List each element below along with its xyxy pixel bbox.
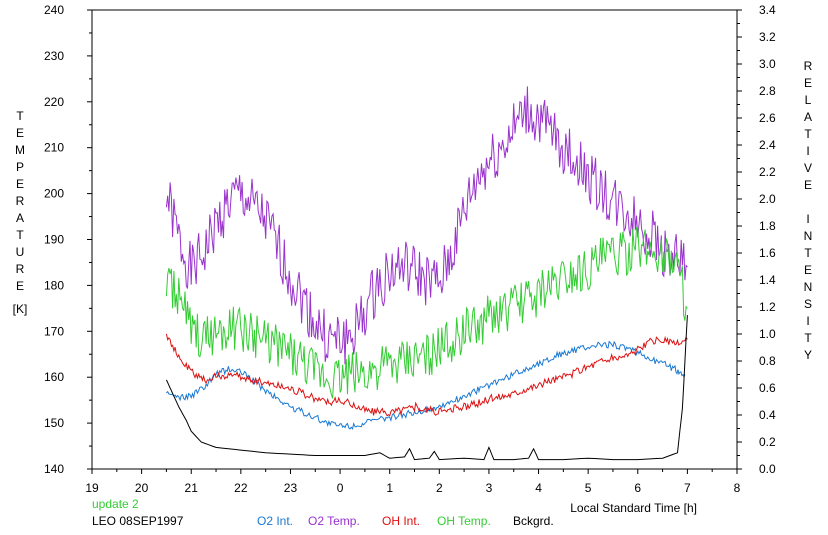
y-right-tick-label: 1.8 xyxy=(759,219,776,233)
y-left-axis-letter: E xyxy=(16,126,24,140)
y-left-tick-label: 180 xyxy=(44,278,64,292)
y-left-tick-label: 190 xyxy=(44,233,64,247)
y-left-tick-label: 240 xyxy=(44,3,64,17)
series-line-o2-temp xyxy=(165,86,688,365)
x-tick-label: 5 xyxy=(585,481,592,495)
y-left-tick-label: 220 xyxy=(44,95,64,109)
y-right-tick-label: 2.0 xyxy=(759,192,776,206)
y-right-axis-letter: N xyxy=(804,280,813,294)
y-right-tick-label: 0.6 xyxy=(759,381,776,395)
x-tick-label: 3 xyxy=(486,481,493,495)
y-left-axis-letter: E xyxy=(16,177,24,191)
legend-o2-int: O2 Int. xyxy=(257,514,294,528)
series-line-oh-temp xyxy=(165,226,688,399)
y-left-tick-label: 170 xyxy=(44,324,64,338)
y-right-tick-label: 1.4 xyxy=(759,273,776,287)
y-left-axis-letter: T xyxy=(16,228,24,242)
y-right-tick-label: 3.2 xyxy=(759,30,776,44)
y-right-axis-letter: E xyxy=(804,263,812,277)
y-right-axis-letter: E xyxy=(804,76,812,90)
y-right-axis-letter: T xyxy=(804,127,812,141)
y-right-tick-label: 0.8 xyxy=(759,354,776,368)
x-tick-label: 6 xyxy=(634,481,641,495)
x-tick-label: 8 xyxy=(734,481,741,495)
legend-o2-temp: O2 Temp. xyxy=(308,514,360,528)
x-tick-label: 2 xyxy=(436,481,443,495)
y-right-axis-letter: L xyxy=(805,93,812,107)
y-right-tick-label: 2.2 xyxy=(759,165,776,179)
y-right-axis-letter: I xyxy=(806,314,809,328)
update-label: update 2 xyxy=(92,497,139,511)
y-left-axis-letter: P xyxy=(16,160,24,174)
y-right-axis-letter: R xyxy=(804,59,813,73)
legend-oh-int: OH Int. xyxy=(382,514,421,528)
y-left-tick-label: 200 xyxy=(44,187,64,201)
y-left-axis-letter: U xyxy=(16,245,25,259)
station-label: LEO 08SEP1997 xyxy=(92,514,184,528)
y-right-axis-letter: V xyxy=(804,161,812,175)
x-axis-label: Local Standard Time [h] xyxy=(570,501,697,515)
y-left-axis-letter: E xyxy=(16,279,24,293)
y-left-tick-label: 150 xyxy=(44,416,64,430)
x-tick-label: 19 xyxy=(85,481,99,495)
x-tick-label: 22 xyxy=(234,481,248,495)
legend-oh-temp: OH Temp. xyxy=(437,514,491,528)
x-tick-label: 7 xyxy=(684,481,691,495)
x-tick-label: 20 xyxy=(135,481,149,495)
x-tick-label: 21 xyxy=(185,481,199,495)
y-right-axis-letter: E xyxy=(804,178,812,192)
legend-bckgrd: Bckgrd. xyxy=(513,514,554,528)
y-right-axis-letter: I xyxy=(806,144,809,158)
y-right-axis-letter: T xyxy=(804,246,812,260)
y-right-axis-letter: A xyxy=(804,110,812,124)
series-layer xyxy=(165,86,688,461)
y-left-axis-letter: A xyxy=(16,211,24,225)
series-line-oh-int xyxy=(165,333,688,417)
y-right-tick-label: 1.6 xyxy=(759,246,776,260)
y-left-axis-letter: R xyxy=(16,194,25,208)
y-left-tick-label: 140 xyxy=(44,462,64,476)
y-left-tick-label: 160 xyxy=(44,370,64,384)
plot-frame xyxy=(91,9,738,470)
y-right-axis-letter: T xyxy=(804,331,812,345)
y-left-tick-label: 230 xyxy=(44,49,64,63)
x-tick-label: 0 xyxy=(337,481,344,495)
y-right-tick-label: 2.8 xyxy=(759,84,776,98)
y-right-axis-letter: Y xyxy=(804,348,812,362)
y-right-tick-label: 1.0 xyxy=(759,327,776,341)
y-left-tick-label: 210 xyxy=(44,141,64,155)
y-left-axis-unit: [K] xyxy=(13,302,28,316)
y-right-tick-label: 0.0 xyxy=(759,462,776,476)
y-right-tick-label: 2.6 xyxy=(759,111,776,125)
x-tick-label: 4 xyxy=(535,481,542,495)
y-right-tick-label: 0.2 xyxy=(759,435,776,449)
y-left-axis-letter: R xyxy=(16,262,25,276)
x-tick-label: 23 xyxy=(284,481,298,495)
y-right-tick-label: 2.4 xyxy=(759,138,776,152)
y-left-axis-letter: T xyxy=(16,109,24,123)
y-right-axis-letter: I xyxy=(806,212,809,226)
ticks-layer: 19 20 21 22 23 0 1 2 3 4 5 6 7 8140150160170180190200… xyxy=(44,3,776,495)
x-tick-label: 1 xyxy=(386,481,393,495)
series-line-bckgrd xyxy=(165,315,688,461)
y-right-tick-label: 3.4 xyxy=(759,3,776,17)
y-right-tick-label: 3.0 xyxy=(759,57,776,71)
y-right-tick-label: 1.2 xyxy=(759,300,776,314)
y-left-axis-letter: M xyxy=(15,143,25,157)
series-line-o2-int xyxy=(166,340,686,431)
y-right-tick-label: 0.4 xyxy=(759,408,776,422)
y-right-axis-letter: N xyxy=(804,229,813,243)
y-right-axis-letter: S xyxy=(804,297,812,311)
